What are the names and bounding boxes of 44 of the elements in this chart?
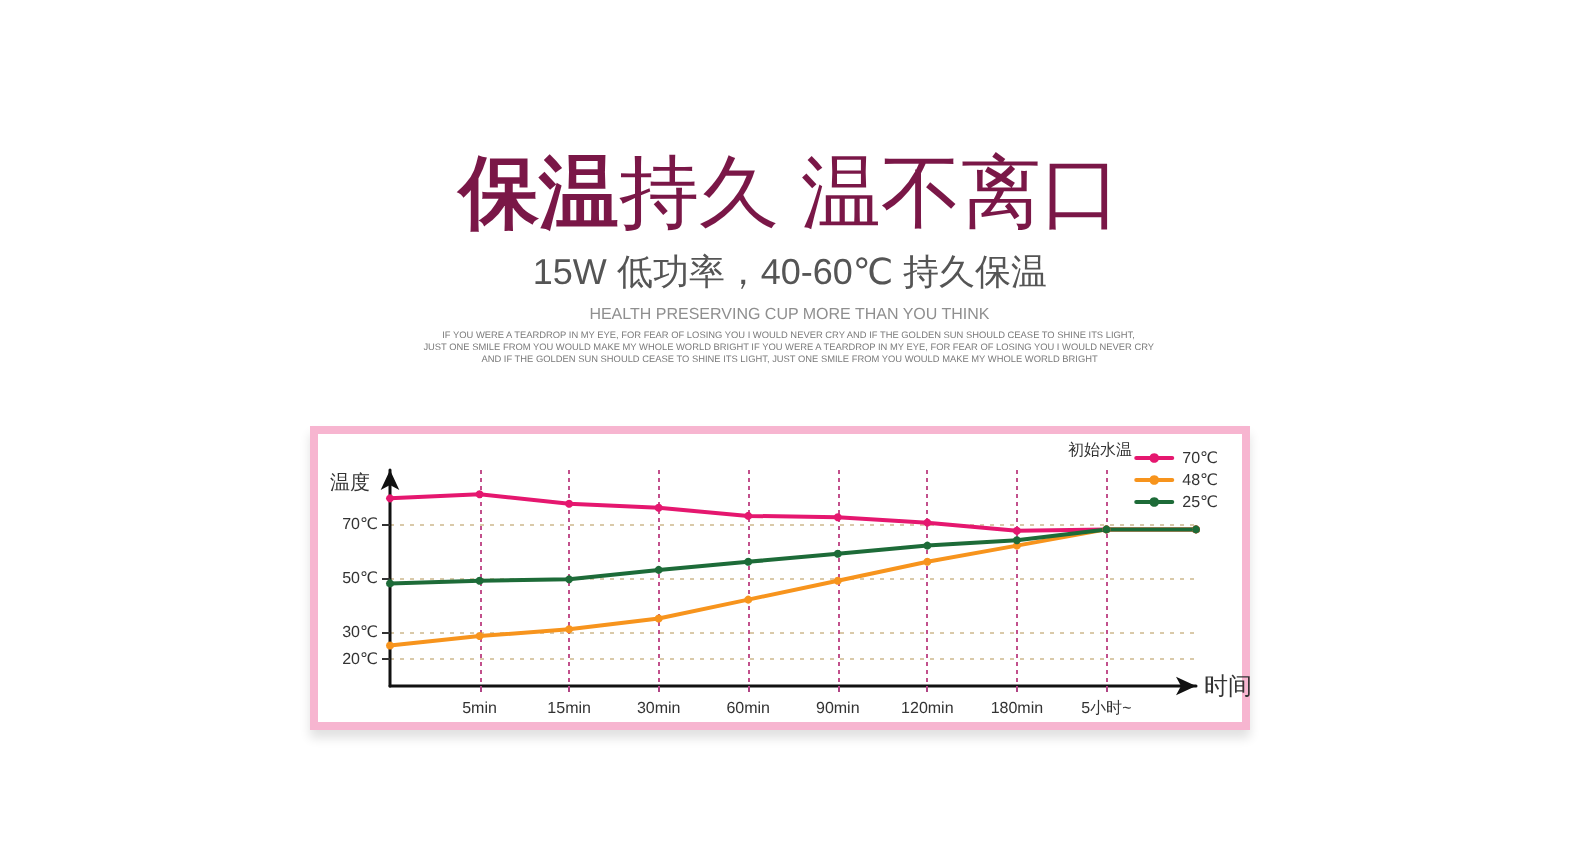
point [744, 511, 753, 520]
x-tick-label: 5min [462, 699, 497, 717]
point [475, 490, 484, 499]
legend-title: 初始水温 [1068, 441, 1132, 459]
point [923, 541, 932, 550]
point [744, 595, 753, 604]
y-tick-label: 50℃ [342, 569, 379, 587]
y-axis-title: 温度 [330, 471, 370, 495]
text: HEALTH PRESERVING CUP MORE THAN YOU THINK [589, 305, 991, 323]
point [654, 503, 663, 512]
point [386, 641, 394, 650]
point [386, 579, 394, 588]
point [475, 632, 484, 641]
point [654, 565, 663, 574]
point [475, 576, 484, 585]
point [833, 513, 842, 522]
x-tick-label: 5小时~ [1081, 699, 1133, 717]
point [833, 549, 842, 558]
y-tick-label: 20℃ [342, 650, 379, 668]
point [565, 499, 574, 508]
x-axis-title: 时间 [1204, 672, 1252, 700]
legend-label: 25℃ [1182, 493, 1219, 511]
point [654, 614, 663, 623]
legend-label: 48℃ [1182, 471, 1219, 489]
y-tick-label: 70℃ [342, 515, 379, 533]
x-tick-label: 120min [901, 699, 954, 717]
point [565, 625, 574, 634]
chart-title: 保温持久 温不离口 [454, 150, 1122, 238]
point [923, 557, 932, 566]
chart-subtitle: 15W 低功率，40-60℃ 持久保温 [532, 252, 1048, 292]
x-tick-label: 90min [815, 699, 860, 717]
point [1012, 526, 1021, 535]
y-tick-label: 30℃ [342, 623, 379, 641]
x-tick-label: 60min [726, 699, 771, 717]
point [565, 575, 574, 584]
x-tick-label: 180min [990, 699, 1044, 717]
x-tick-label: 15min [547, 699, 591, 717]
x-tick-label: 30min [636, 699, 681, 717]
point [744, 557, 753, 566]
point [833, 576, 842, 585]
point [386, 494, 394, 503]
point [1012, 536, 1021, 545]
legend-label: 70℃ [1182, 449, 1219, 467]
point [923, 518, 932, 527]
